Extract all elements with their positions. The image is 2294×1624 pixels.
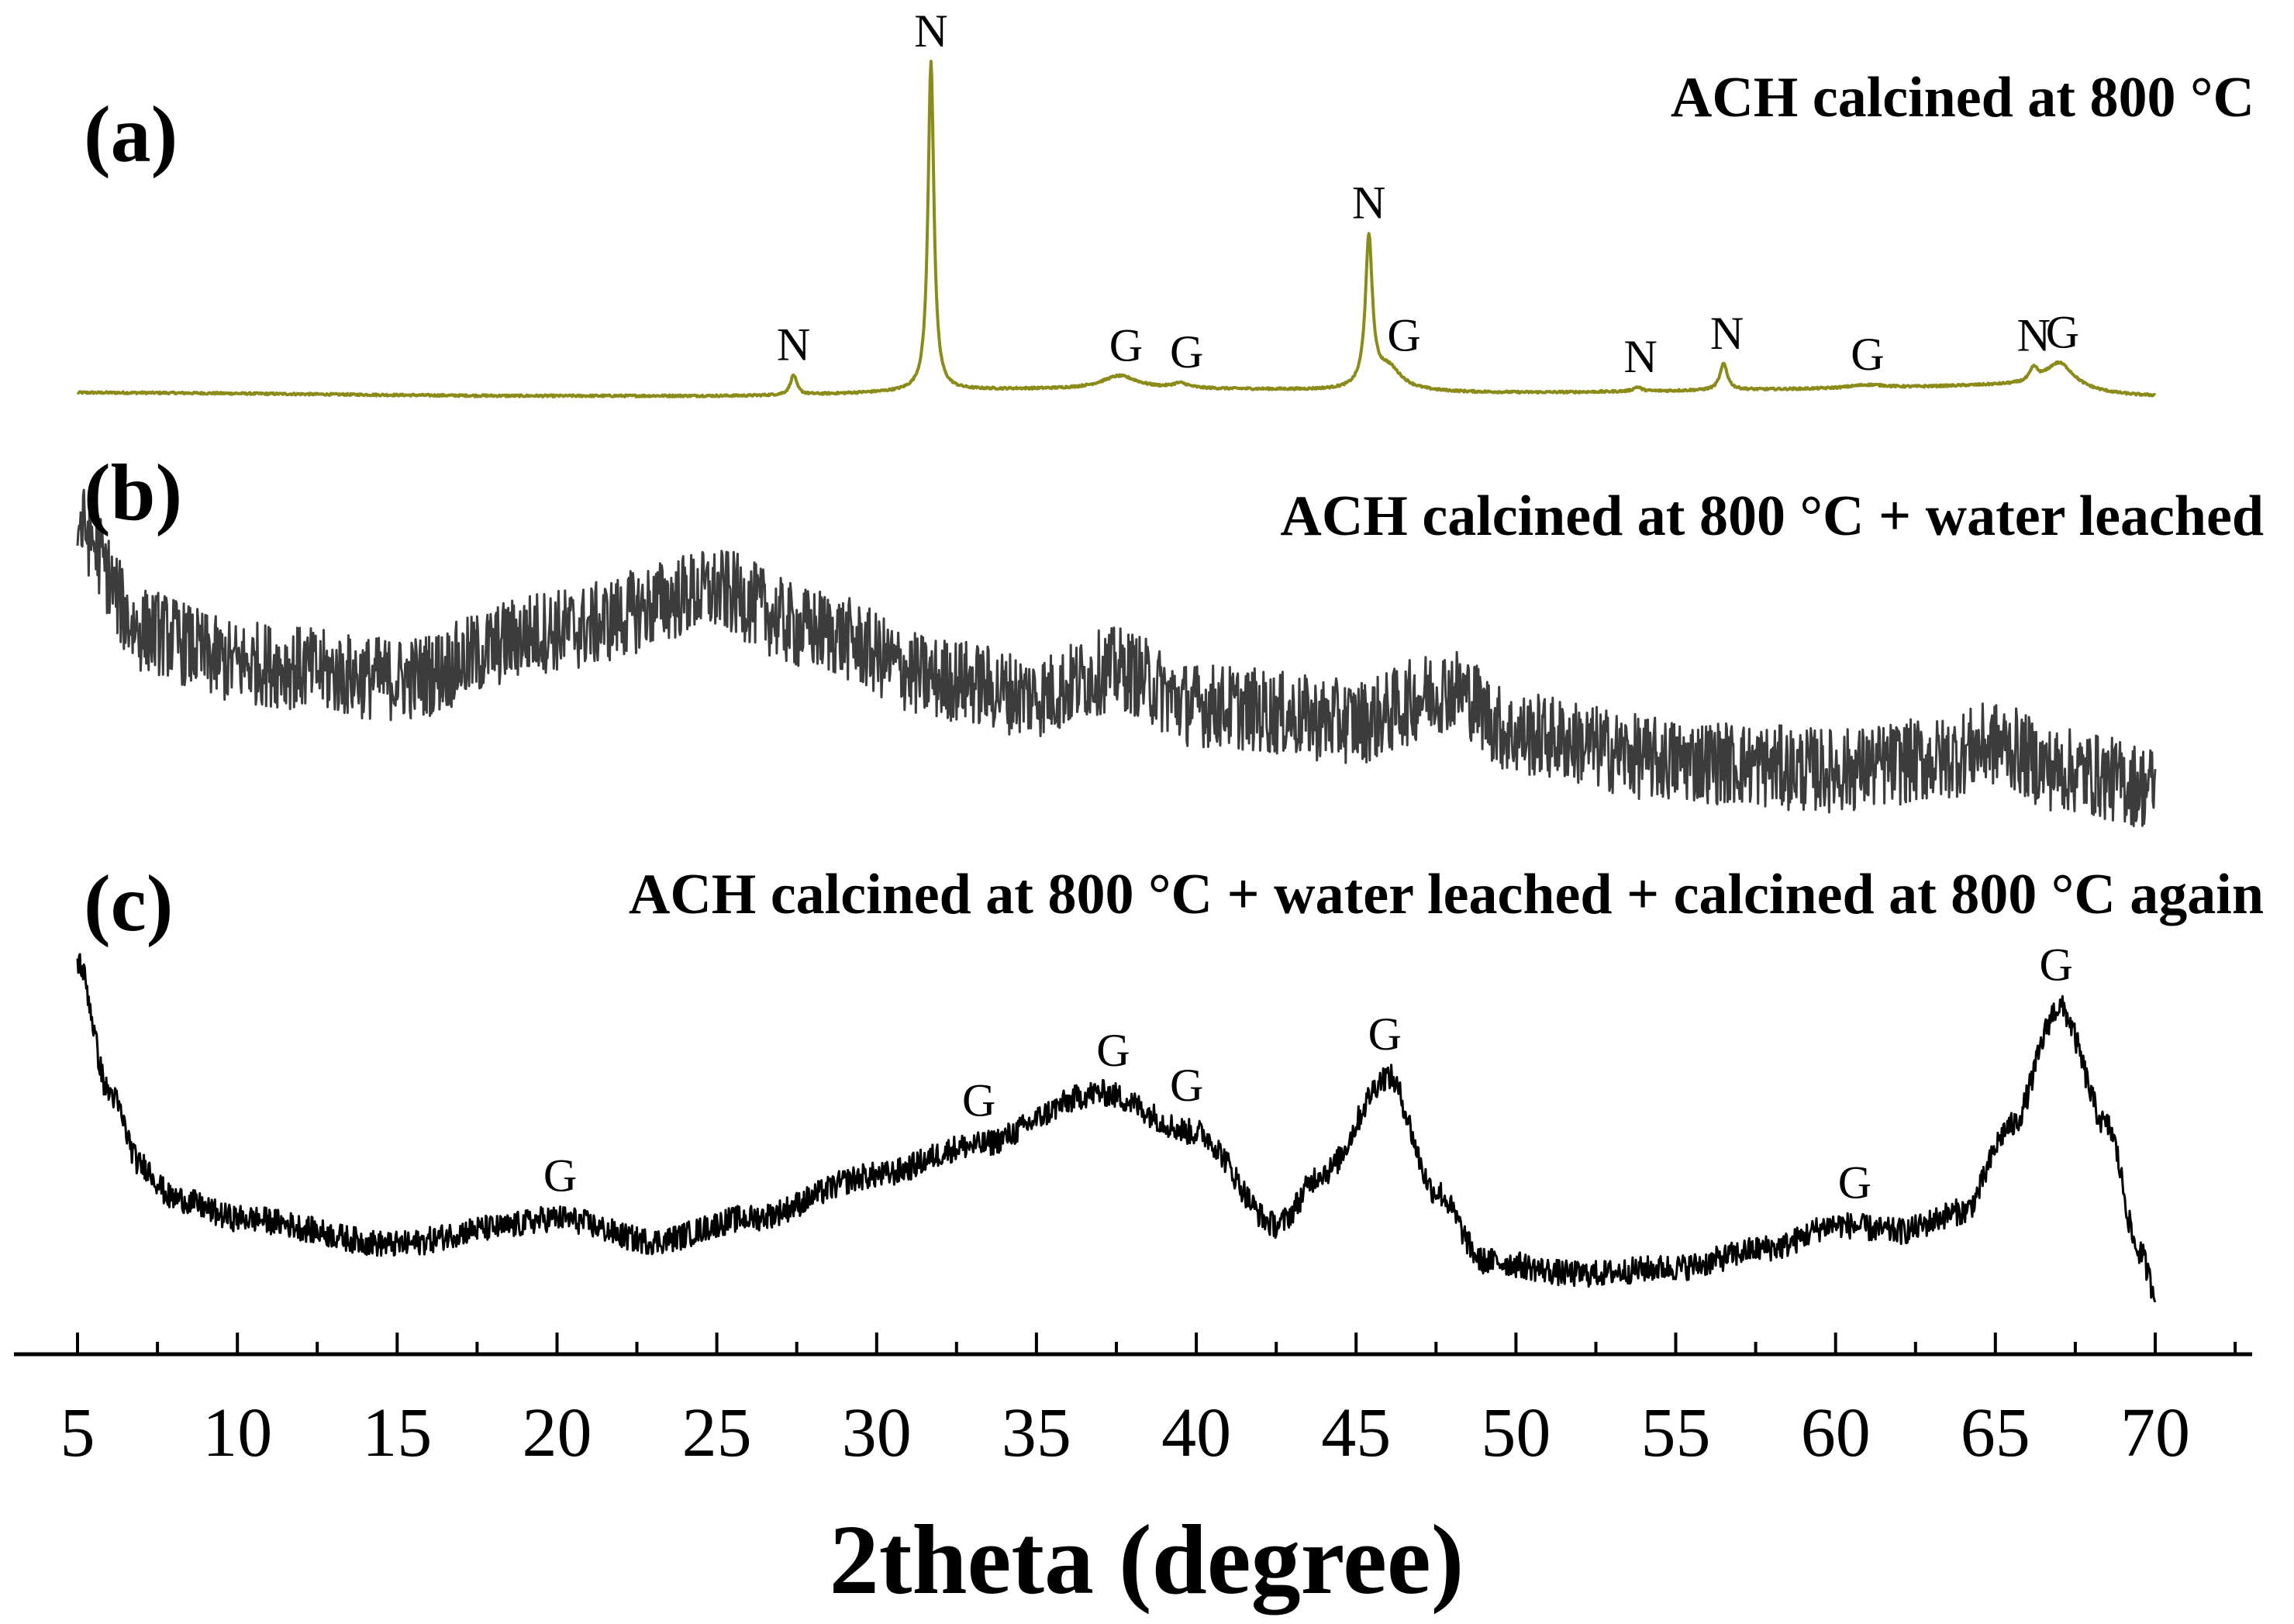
series-layer [76,60,2157,1303]
x-tick-label-40: 40 [1161,1395,1231,1471]
x-tick-label-65: 65 [1961,1395,2030,1471]
x-tick-label-30: 30 [842,1395,912,1471]
x-tick-label-70: 70 [2120,1395,2190,1471]
x-tick-label-35: 35 [1002,1395,1071,1471]
peak-label-a-3: G [1170,326,1203,378]
peak-label-a-6: N [1624,331,1658,382]
peak-label-a-9: N [2017,310,2051,361]
peak-label-c-4: G [1368,1009,1402,1060]
panel-c-title: ACH calcined at 800 °C + water leached +… [629,863,2264,926]
panel-c-letter: (c) [84,859,173,948]
peak-label-a-0: N [777,319,810,370]
series-line-panel-c [76,953,2157,1303]
peak-label-a-1: N [914,5,947,57]
peak-label-c-5: G [1838,1157,1871,1208]
panel-b-title: ACH calcined at 800 °C + water leached [1280,484,2264,548]
x-tick-label-60: 60 [1801,1395,1871,1471]
x-tick-label-5: 5 [60,1395,95,1471]
x-tick-label-15: 15 [362,1395,432,1471]
peak-label-c-3: G [1170,1060,1203,1111]
x-tick-label-25: 25 [682,1395,752,1471]
panel-a-letter: (a) [84,90,178,179]
peak-label-c-6: G [2040,940,2073,991]
peak-label-a-8: G [1851,329,1884,380]
x-tick-label-50: 50 [1481,1395,1551,1471]
x-tick-label-55: 55 [1641,1395,1711,1471]
peak-label-a-5: G [1387,310,1420,361]
x-axis-title: 2theta (degree) [830,1505,1464,1615]
series-line-panel-b [76,488,2157,827]
x-tick-label-10: 10 [202,1395,272,1471]
panel-b-letter: (b) [84,448,182,537]
peak-label-c-0: G [543,1150,577,1202]
x-tick-label-20: 20 [523,1395,592,1471]
peak-label-a-4: N [1352,178,1385,229]
x-tick-label-45: 45 [1321,1395,1391,1471]
panel-a-title: ACH calcined at 800 °C [1671,66,2254,129]
peak-label-c-1: G [962,1075,995,1126]
x-axis-ticks: 5 10 15 20 25 30 35 40 45 50 55 60 65 70 [60,1333,2237,1471]
peak-label-a-10: G [2046,307,2079,358]
series-line-panel-a [76,60,2157,398]
peak-label-a-7: N [1710,308,1744,359]
peak-label-c-2: G [1096,1025,1130,1076]
peak-label-a-2: G [1109,320,1143,371]
